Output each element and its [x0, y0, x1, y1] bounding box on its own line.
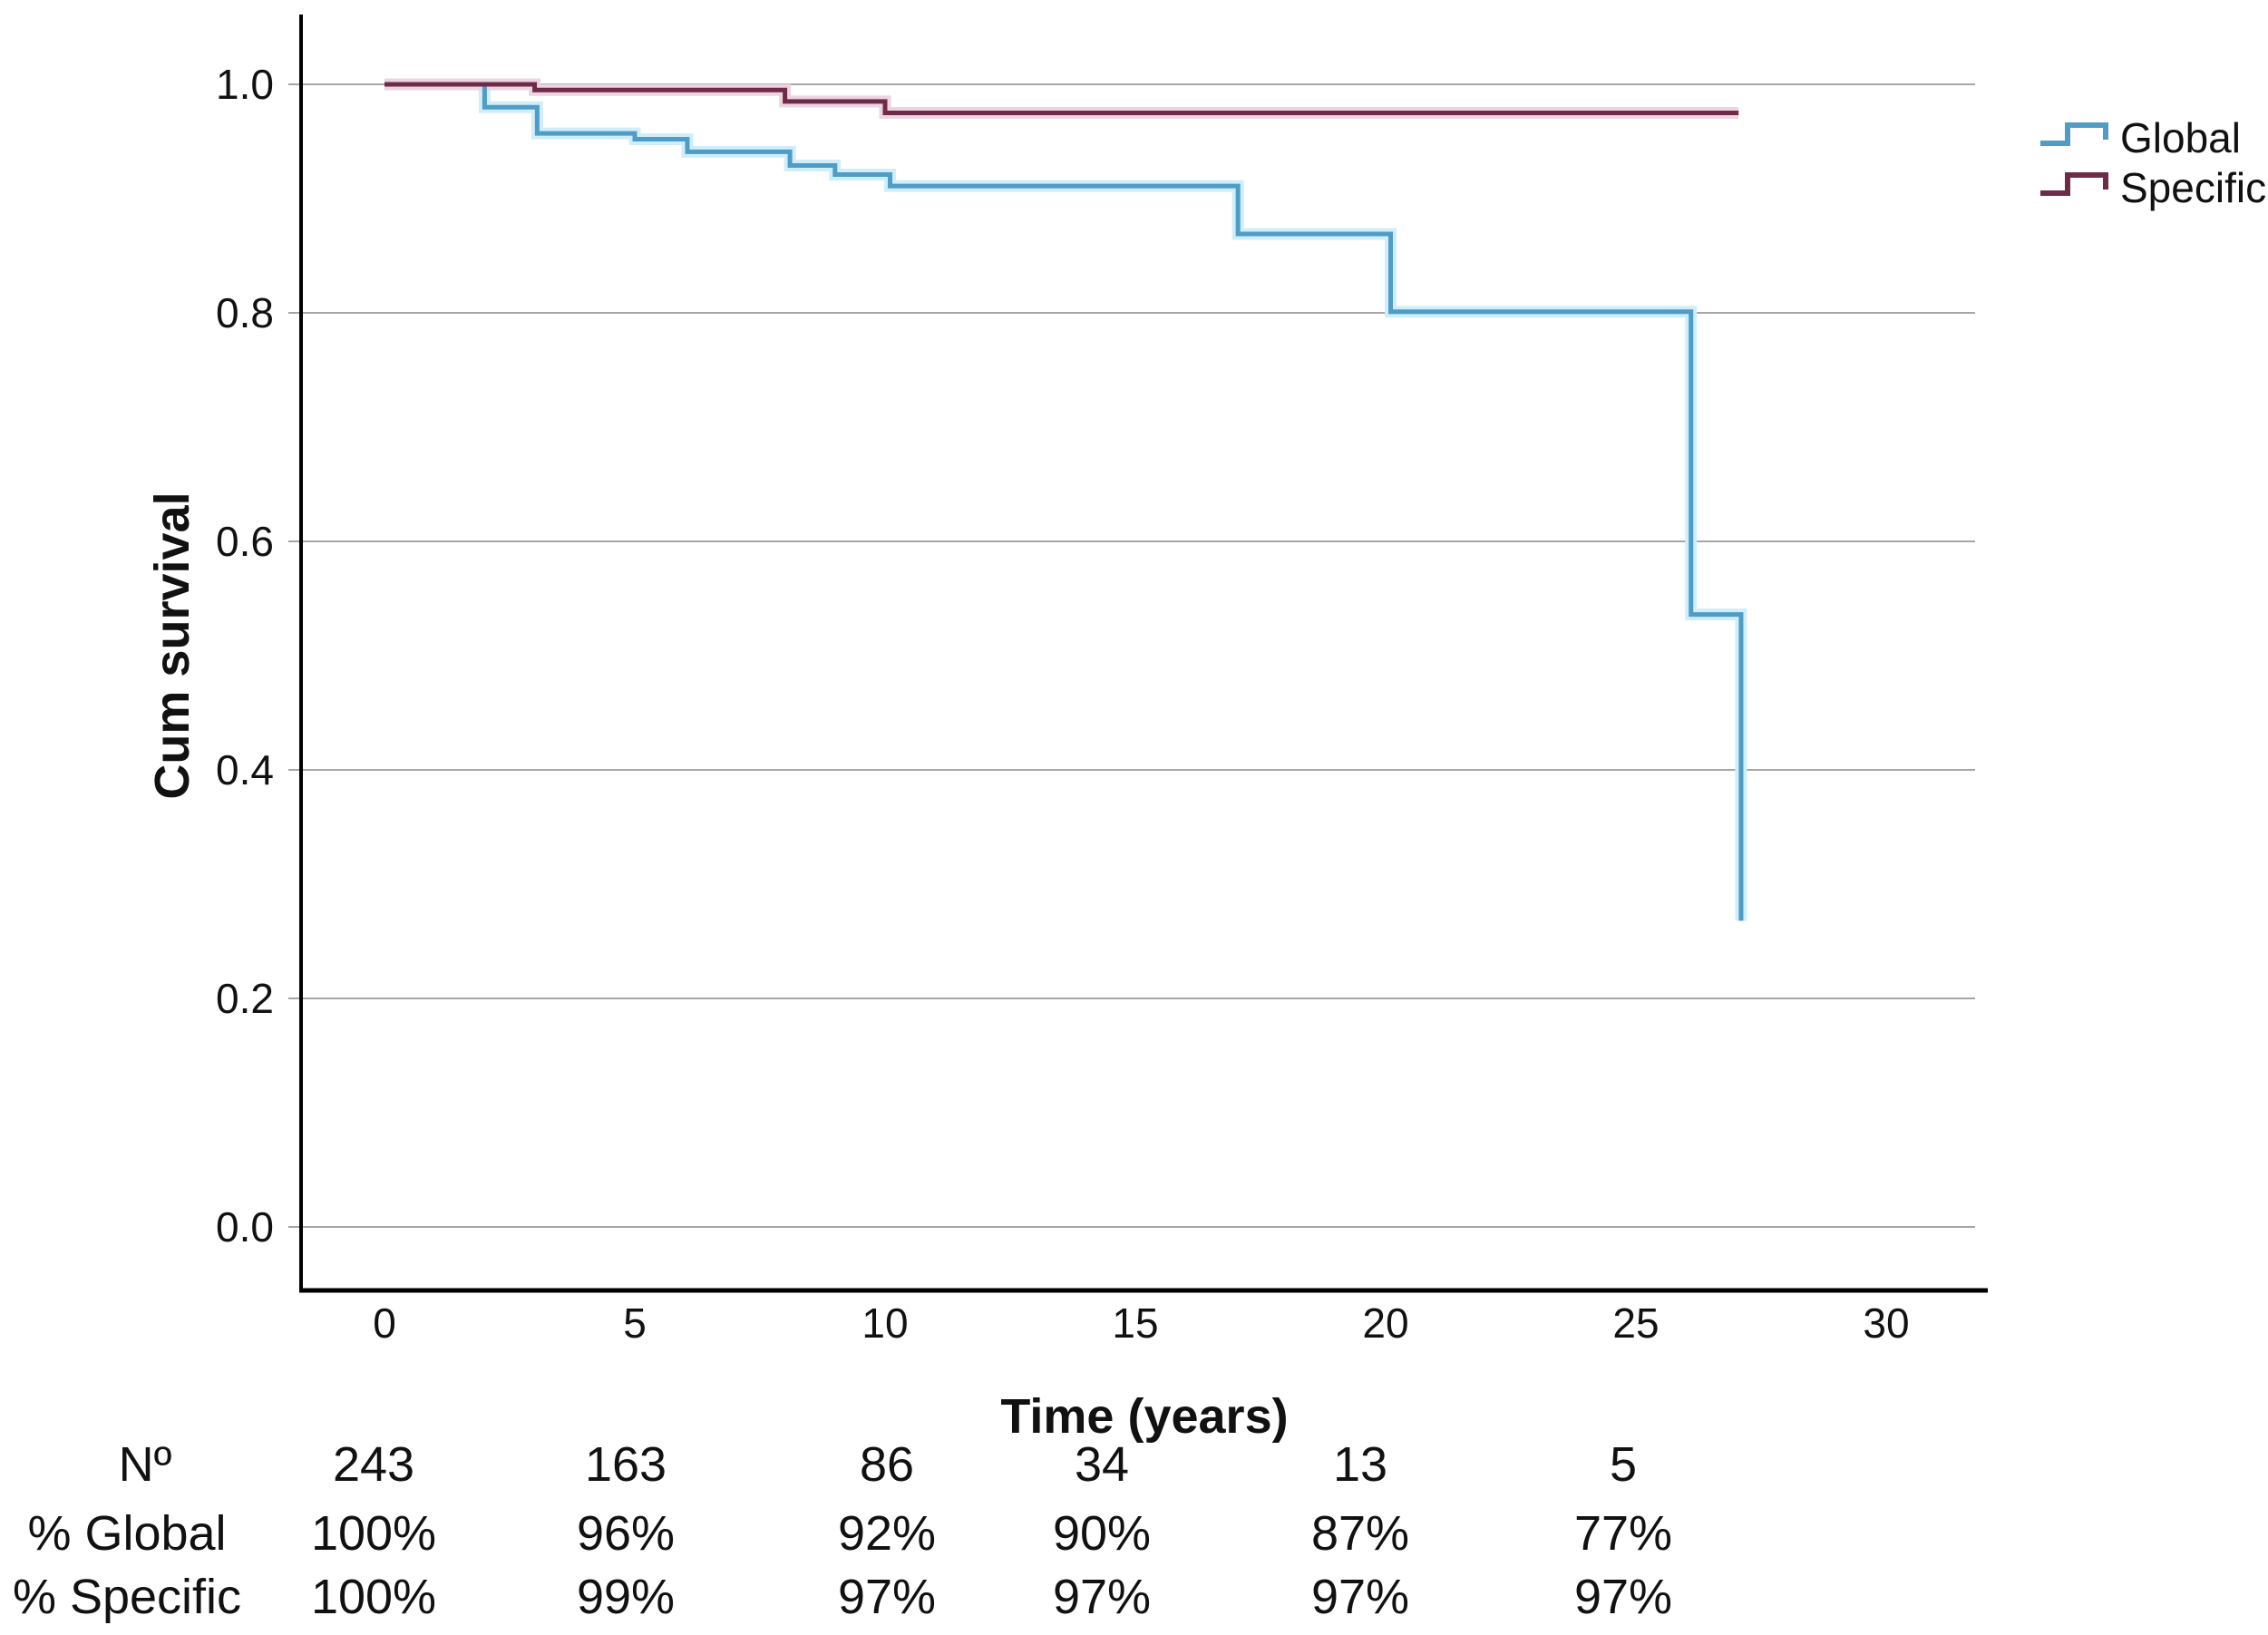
table-cell: 90% — [1053, 1506, 1151, 1561]
table-cell: 92% — [838, 1506, 936, 1561]
table-cell: 97% — [1574, 1570, 1672, 1624]
survival-curve-halo-global — [384, 78, 1747, 921]
table-cell: 5 — [1610, 1437, 1637, 1492]
legend-icons — [2040, 122, 2108, 196]
table-cell: 163 — [585, 1437, 667, 1492]
x-axis-title: Time (years) — [1000, 1389, 1288, 1444]
table-cell: 97% — [1311, 1570, 1409, 1624]
tick-labels: 1.0 0.8 0.6 0.4 0.2 0.0 0 5 10 15 20 25 30 — [216, 61, 1910, 1347]
table-cell: 97% — [1053, 1570, 1151, 1624]
table-cell: 13 — [1333, 1437, 1387, 1492]
y-tick-label-1.0: 1.0 — [216, 61, 274, 108]
legend-step-icon-global — [2040, 122, 2108, 146]
legend-label-specific: Specific — [2120, 164, 2266, 211]
legend-step-icon-specific — [2040, 172, 2108, 196]
legend: Global Specific — [2040, 114, 2266, 211]
table-cell: 100% — [311, 1570, 436, 1624]
y-axis-title: Cum survival — [145, 491, 200, 799]
y-tick-label-0.6: 0.6 — [216, 518, 274, 565]
table-cell: 87% — [1311, 1506, 1409, 1561]
survival-curve-global — [384, 82, 1744, 921]
y-tick-label-0.4: 0.4 — [216, 746, 274, 793]
x-tick-label-5: 5 — [623, 1299, 647, 1347]
x-tick-label-30: 30 — [1863, 1299, 1909, 1347]
numbers-at-risk-table: Nº 243 163 86 34 13 5 % Global 100% 96% 92% 90% 87% 7… — [13, 1437, 1672, 1624]
table-cell: 34 — [1075, 1437, 1129, 1492]
legend-label-global: Global — [2120, 114, 2241, 161]
y-tick-label-0.8: 0.8 — [216, 289, 274, 336]
table-cell: 77% — [1574, 1506, 1672, 1561]
survival-curve-specific — [384, 82, 1739, 115]
table-cell: 86 — [860, 1437, 914, 1492]
x-tick-label-10: 10 — [861, 1299, 908, 1347]
y-tick-label-0.2: 0.2 — [216, 975, 274, 1022]
x-tick-label-15: 15 — [1112, 1299, 1158, 1347]
table-cell: 99% — [577, 1570, 675, 1624]
table-cell: 243 — [333, 1437, 414, 1492]
table-row-label: % Specific — [13, 1570, 241, 1624]
table-row-label: Nº — [119, 1437, 172, 1492]
y-tick-label-0.0: 0.0 — [216, 1203, 274, 1251]
curve-layer — [384, 78, 1747, 921]
table-row-label: % Global — [27, 1506, 226, 1561]
x-tick-label-0: 0 — [373, 1299, 396, 1347]
table-cell: 97% — [838, 1570, 936, 1624]
axis-layer — [299, 15, 1988, 1293]
grid-layer — [288, 83, 1975, 1228]
x-tick-label-20: 20 — [1362, 1299, 1408, 1347]
x-tick-label-25: 25 — [1612, 1299, 1659, 1347]
table-cell: 96% — [577, 1506, 675, 1561]
table-cell: 100% — [311, 1506, 436, 1561]
